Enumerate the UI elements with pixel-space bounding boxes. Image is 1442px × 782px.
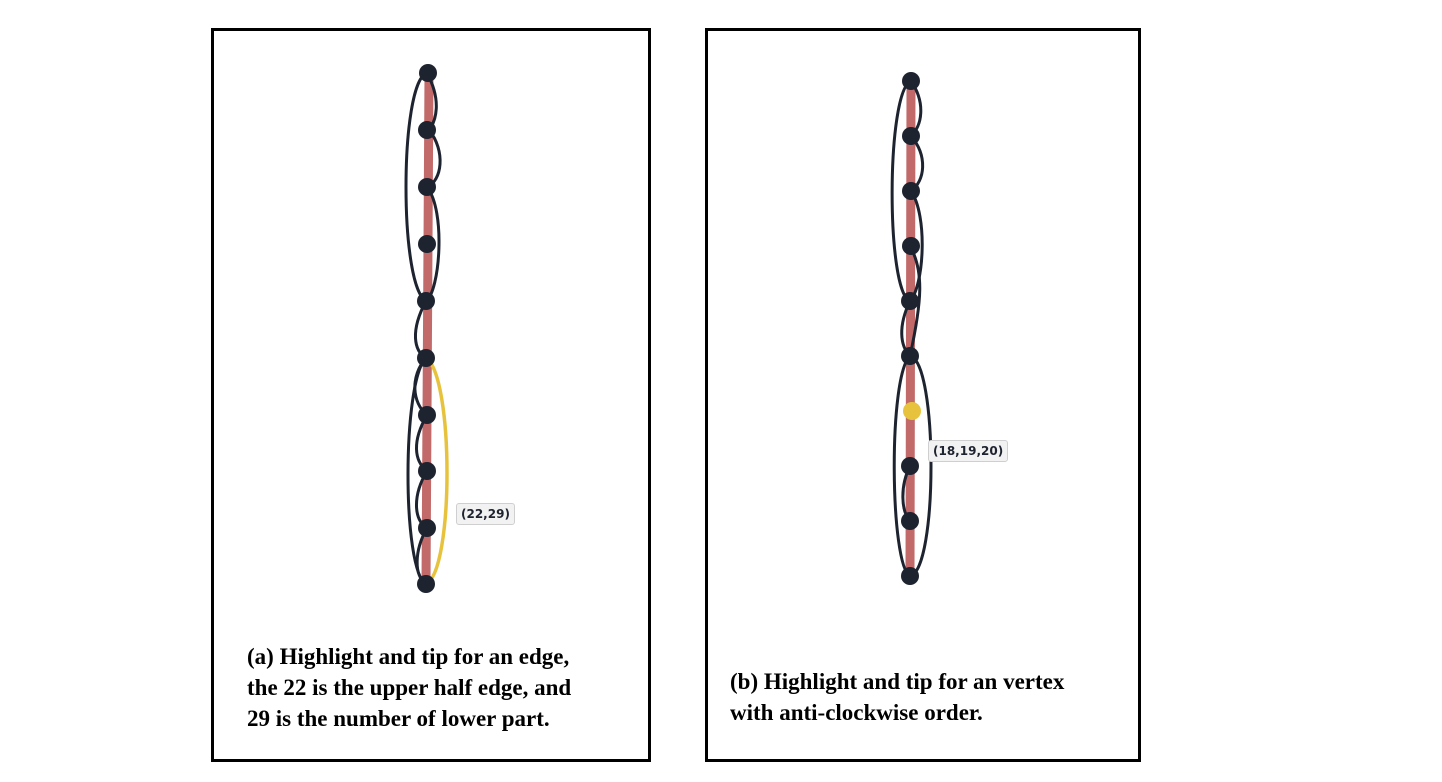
half-edge-loop[interactable] xyxy=(890,79,912,303)
panel-b: (18,19,20) (b) Highlight and tip for an … xyxy=(705,28,1141,762)
caption-a: (a) Highlight and tip for an edge, the 2… xyxy=(247,641,647,734)
half-edge-loop[interactable] xyxy=(892,354,912,578)
vertex[interactable] xyxy=(418,519,436,537)
mesh-diagram-a xyxy=(404,64,449,593)
vertex[interactable] xyxy=(901,347,919,365)
vertex[interactable] xyxy=(901,292,919,310)
edge-strip xyxy=(905,76,916,581)
vertex[interactable] xyxy=(417,575,435,593)
vertex[interactable] xyxy=(417,292,435,310)
highlighted-half-edge[interactable] xyxy=(424,356,449,586)
panel-a: (22,29) (a) Highlight and tip for an edg… xyxy=(211,28,651,762)
vertex[interactable] xyxy=(418,121,436,139)
half-edge-loop[interactable] xyxy=(909,354,933,578)
vertex[interactable] xyxy=(902,72,920,90)
caption-line: with anti-clockwise order. xyxy=(730,700,983,725)
vertex[interactable] xyxy=(901,457,919,475)
vertex[interactable] xyxy=(901,567,919,585)
vertex[interactable] xyxy=(418,178,436,196)
caption-line: (a) Highlight and tip for an edge, xyxy=(247,644,570,669)
vertex[interactable] xyxy=(418,406,436,424)
vertex[interactable] xyxy=(902,182,920,200)
vertex[interactable] xyxy=(417,349,435,367)
highlighted-vertex[interactable] xyxy=(903,402,921,420)
vertex[interactable] xyxy=(901,512,919,530)
caption-line: (b) Highlight and tip for an vertex xyxy=(730,669,1065,694)
caption-line: the 22 is the upper half edge, and xyxy=(247,675,572,700)
mesh-diagram-b xyxy=(890,72,933,585)
vertex[interactable] xyxy=(419,64,437,82)
vertex[interactable] xyxy=(902,127,920,145)
vertex[interactable] xyxy=(902,237,920,255)
vertex-tooltip: (18,19,20) xyxy=(928,440,1009,462)
caption-b: (b) Highlight and tip for an vertex with… xyxy=(730,666,1130,728)
edge-tooltip: (22,29) xyxy=(456,503,515,525)
vertex[interactable] xyxy=(418,235,436,253)
vertex[interactable] xyxy=(418,462,436,480)
edge-strip xyxy=(421,68,434,589)
half-edge-loop[interactable] xyxy=(404,71,428,303)
caption-line: 29 is the number of lower part. xyxy=(247,706,550,731)
